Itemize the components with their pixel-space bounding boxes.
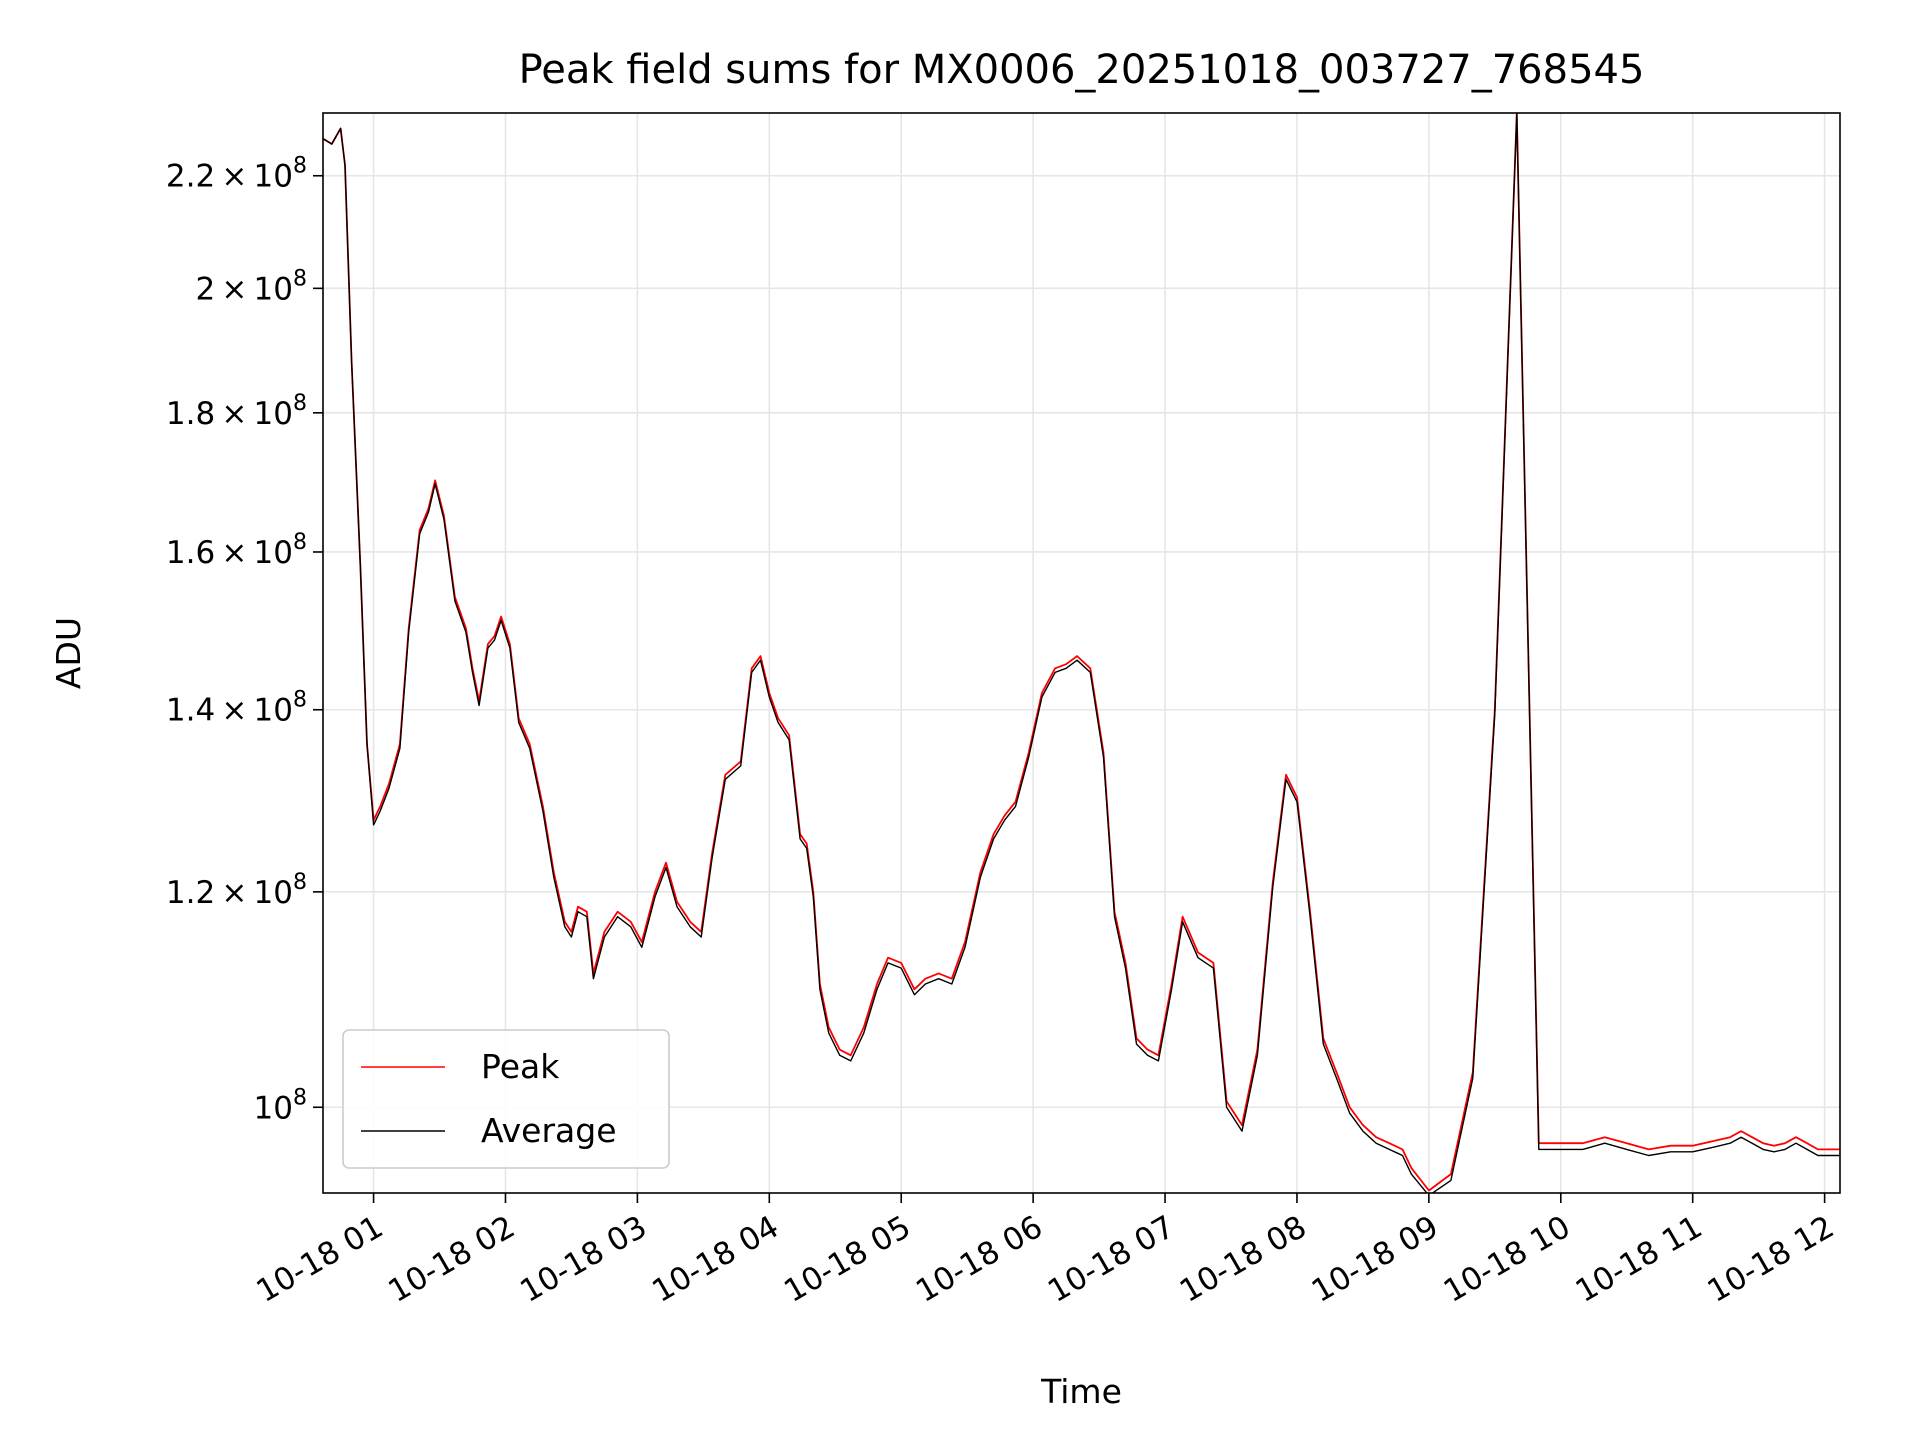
- y-tick-base: 10: [254, 535, 293, 571]
- y-axis-label: ADU: [49, 617, 88, 689]
- y-tick-label: 2.2 × 108: [166, 154, 307, 195]
- y-tick-exponent: 8: [293, 266, 307, 291]
- y-tick-exponent: 8: [293, 1085, 307, 1110]
- series-line-average: [323, 113, 1840, 1193]
- y-tick-label: 108: [254, 1085, 307, 1126]
- y-tick-base: 10: [254, 1090, 293, 1126]
- y-tick-base: 10: [254, 271, 293, 307]
- legend-label-peak: Peak: [481, 1047, 560, 1086]
- y-tick-exponent: 8: [293, 530, 307, 555]
- y-tick-mantissa: 1.6 ×: [166, 535, 254, 571]
- y-tick-base: 10: [254, 396, 293, 432]
- x-axis-label: Time: [1040, 1372, 1122, 1411]
- y-tick-label: 1.2 × 108: [166, 870, 307, 911]
- y-tick-label: 2 × 108: [195, 266, 307, 307]
- y-tick-exponent: 8: [293, 870, 307, 895]
- y-tick-exponent: 8: [293, 391, 307, 416]
- axes-frame: [322, 112, 1841, 1194]
- y-tick-label: 1.4 × 108: [166, 688, 307, 729]
- legend-box: [342, 1029, 670, 1169]
- legend-label-average: Average: [481, 1111, 617, 1150]
- y-tick-label: 1.8 × 108: [166, 391, 307, 432]
- chart-title: Peak field sums for MX0006_20251018_0037…: [519, 47, 1645, 93]
- y-tick-mantissa: 2 ×: [195, 271, 253, 307]
- y-tick-exponent: 8: [293, 154, 307, 179]
- y-tick-mantissa: 1.8 ×: [166, 396, 254, 432]
- grid: [323, 113, 1840, 1193]
- y-tick-mantissa: 2.2 ×: [166, 159, 254, 195]
- y-tick-mantissa: 1.2 ×: [166, 875, 254, 911]
- series-line-peak: [323, 113, 1840, 1192]
- y-tick-exponent: 8: [293, 688, 307, 713]
- y-tick-base: 10: [254, 159, 293, 195]
- plot-area: [323, 113, 1840, 1193]
- y-tick-label: 1.6 × 108: [166, 530, 307, 571]
- y-tick-base: 10: [254, 875, 293, 911]
- series-layer: [323, 113, 1840, 1193]
- legend: Peak Average: [342, 1029, 670, 1169]
- y-tick-base: 10: [254, 693, 293, 729]
- y-tick-mantissa: 1.4 ×: [166, 693, 254, 729]
